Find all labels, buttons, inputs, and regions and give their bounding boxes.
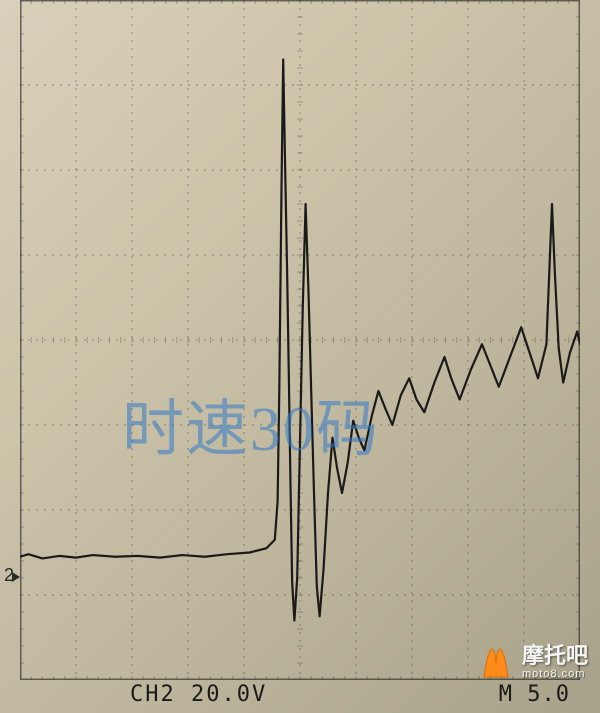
site-logo: 摩托吧 moto8.com	[478, 643, 588, 681]
oscilloscope-screen: 2 时速30码 CH2 20.0V M 5.0 摩托吧 moto8.com	[0, 0, 600, 713]
timebase-readout: M 5.0	[499, 682, 570, 707]
logo-text-en: moto8.com	[522, 669, 588, 680]
channel-ground-marker-icon	[12, 572, 20, 582]
logo-text: 摩托吧 moto8.com	[522, 645, 588, 680]
channel-voltage-readout: CH2 20.0V	[130, 682, 267, 707]
logo-icon	[478, 643, 516, 681]
grid-svg	[20, 0, 580, 680]
logo-text-cn: 摩托吧	[522, 645, 588, 667]
watermark-text: 时速30码	[122, 378, 380, 468]
oscilloscope-grid	[20, 0, 580, 680]
